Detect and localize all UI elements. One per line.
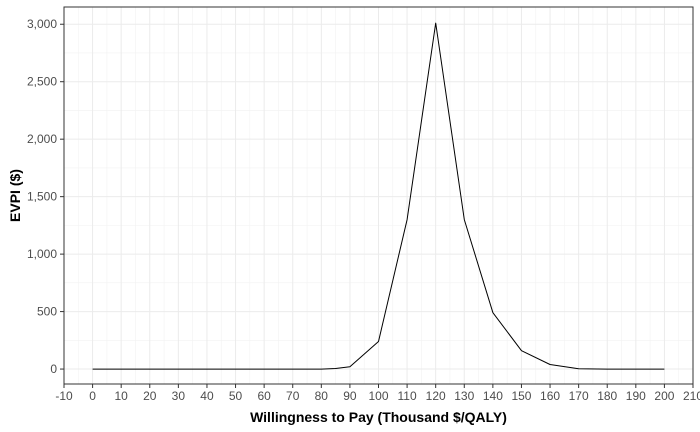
y-tick-label: 1,000 [27, 247, 57, 261]
x-tick-label: 140 [483, 389, 503, 403]
x-tick-label: 110 [398, 389, 417, 403]
x-tick-label: 20 [143, 389, 157, 403]
x-tick-label: 170 [569, 389, 589, 403]
y-axis-title: EVPI ($) [7, 169, 23, 222]
x-axis: -10 0 10 20 30 40 50 60 70 80 90 100 110 120 130 140 150… [55, 384, 700, 403]
y-tick-label: 3,000 [27, 17, 57, 31]
x-tick-label: 50 [229, 389, 243, 403]
x-tick-label: 210 [683, 389, 700, 403]
x-tick-label: 80 [315, 389, 329, 403]
y-tick-label: 1,500 [27, 190, 57, 204]
y-tick-label: 2,000 [27, 132, 57, 146]
x-tick-label: -10 [55, 389, 73, 403]
x-tick-label: 120 [426, 389, 446, 403]
x-tick-label: 100 [368, 389, 388, 403]
y-tick-label: 2,500 [27, 75, 57, 89]
x-tick-label: 0 [89, 389, 96, 403]
series-layer [92, 22, 665, 370]
x-tick-label: 60 [257, 389, 271, 403]
x-tick-label: 190 [626, 389, 646, 403]
y-axis: 0 500 1,000 1,500 2,000 2,500 3,000 [27, 17, 64, 376]
y-tick-label: 0 [50, 362, 57, 376]
x-tick-label: 10 [115, 389, 129, 403]
x-axis-title: Willingness to Pay (Thousand $/QALY) [250, 409, 507, 425]
major-gridlines [63, 7, 694, 384]
x-tick-label: 200 [654, 389, 674, 403]
y-tick-label: 500 [37, 305, 57, 319]
x-tick-label: 130 [454, 389, 474, 403]
x-tick-label: 90 [343, 389, 357, 403]
x-tick-label: 70 [286, 389, 300, 403]
x-tick-label: 180 [597, 389, 617, 403]
x-tick-label: 40 [200, 389, 214, 403]
x-tick-label: 160 [540, 389, 560, 403]
evpi-line [92, 22, 665, 370]
x-tick-label: 150 [511, 389, 531, 403]
x-tick-label: 30 [172, 389, 186, 403]
